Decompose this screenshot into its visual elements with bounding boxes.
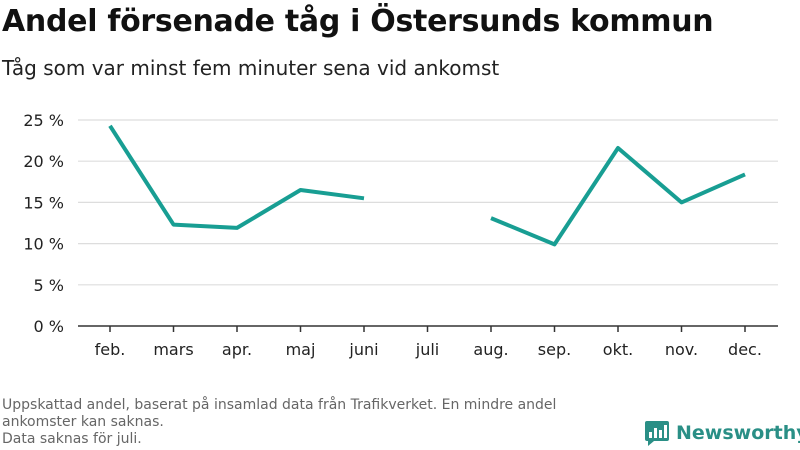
brand-name: Newsworthy xyxy=(676,422,800,444)
x-tick-label: okt. xyxy=(603,340,633,359)
data-point xyxy=(489,216,493,220)
x-tick-label: nov. xyxy=(665,340,698,359)
x-tick-label: juli xyxy=(415,340,439,359)
x-tick-label: feb. xyxy=(95,340,126,359)
data-point xyxy=(553,242,557,246)
footnote-missing-data: Data saknas för juli. xyxy=(2,431,142,447)
bar-chart-logo-icon xyxy=(645,421,669,446)
footnote: Uppskattad andel, baserat på insamlad da… xyxy=(2,397,632,448)
data-point xyxy=(680,200,684,204)
x-tick-label: maj xyxy=(286,340,316,359)
x-tick-label: apr. xyxy=(222,340,252,359)
line-chart: 0 % 5 % 10 % 15 % 20 % 25 % feb. mars apr. maj jun… xyxy=(23,111,778,359)
series-line-segment xyxy=(490,146,746,247)
footnote-source: Uppskattad andel, baserat på insamlad da… xyxy=(2,397,557,430)
y-tick-label: 10 % xyxy=(23,235,64,254)
chart-title: Andel försenade tåg i Östersunds kommun xyxy=(2,4,714,39)
y-tick-label: 20 % xyxy=(23,152,64,171)
x-tick-label: mars xyxy=(153,340,193,359)
data-point xyxy=(362,196,366,200)
y-tick-label: 5 % xyxy=(34,276,64,295)
series-line-segment xyxy=(108,124,365,230)
y-tick-label: 0 % xyxy=(34,317,64,336)
x-tick-label: aug. xyxy=(473,340,508,359)
x-tick-label: dec. xyxy=(728,340,762,359)
chart-subtitle: Tåg som var minst fem minuter sena vid a… xyxy=(2,56,500,80)
data-point xyxy=(235,226,239,230)
data-point xyxy=(108,124,112,128)
data-point xyxy=(172,223,176,227)
data-point xyxy=(616,146,620,150)
x-tick-label: juni xyxy=(348,340,378,359)
data-point xyxy=(299,188,303,192)
data-point xyxy=(743,172,747,176)
brand-logo: Newsworthy xyxy=(644,418,800,448)
y-tick-label: 25 % xyxy=(23,111,64,130)
x-tick-label: sep. xyxy=(538,340,571,359)
y-tick-label: 15 % xyxy=(23,193,64,212)
